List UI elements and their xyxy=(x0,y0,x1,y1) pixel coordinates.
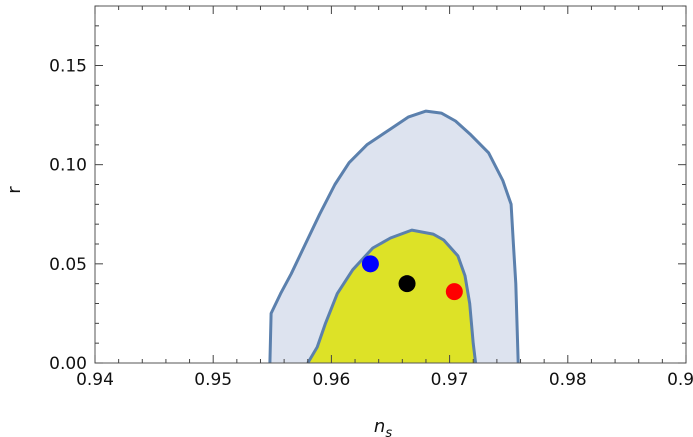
x-axis-label-subscript: s xyxy=(385,426,392,437)
x-tick-label: 0.98 xyxy=(549,370,587,390)
points-layer xyxy=(361,255,463,301)
data-point-1 xyxy=(398,275,416,293)
region-inner xyxy=(306,228,478,364)
x-axis-label-main: n xyxy=(374,416,385,437)
y-axis: 0.00 0.05 0.10 0.15 xyxy=(49,5,686,374)
x-tick-label: 0.96 xyxy=(312,370,350,390)
x-axis: 0.94 0.95 0.96 0.97 0.98 0.99 xyxy=(76,6,693,390)
x-tick-label: 0.95 xyxy=(194,370,232,390)
y-axis-label: r xyxy=(4,186,25,194)
y-tick-label: 0.15 xyxy=(49,57,87,77)
x-axis-label: ns xyxy=(374,416,392,437)
y-tick-label: 0.00 xyxy=(49,354,87,374)
x-tick-label: 0.97 xyxy=(431,370,469,390)
y-tick-label: 0.10 xyxy=(49,156,87,176)
data-point-0 xyxy=(361,255,379,273)
x-tick-label: 0.94 xyxy=(76,370,114,390)
x-tick-label: 0.99 xyxy=(667,370,693,390)
y-tick-label: 0.05 xyxy=(49,255,87,275)
data-point-2 xyxy=(445,283,463,301)
regions-layer xyxy=(268,109,520,364)
